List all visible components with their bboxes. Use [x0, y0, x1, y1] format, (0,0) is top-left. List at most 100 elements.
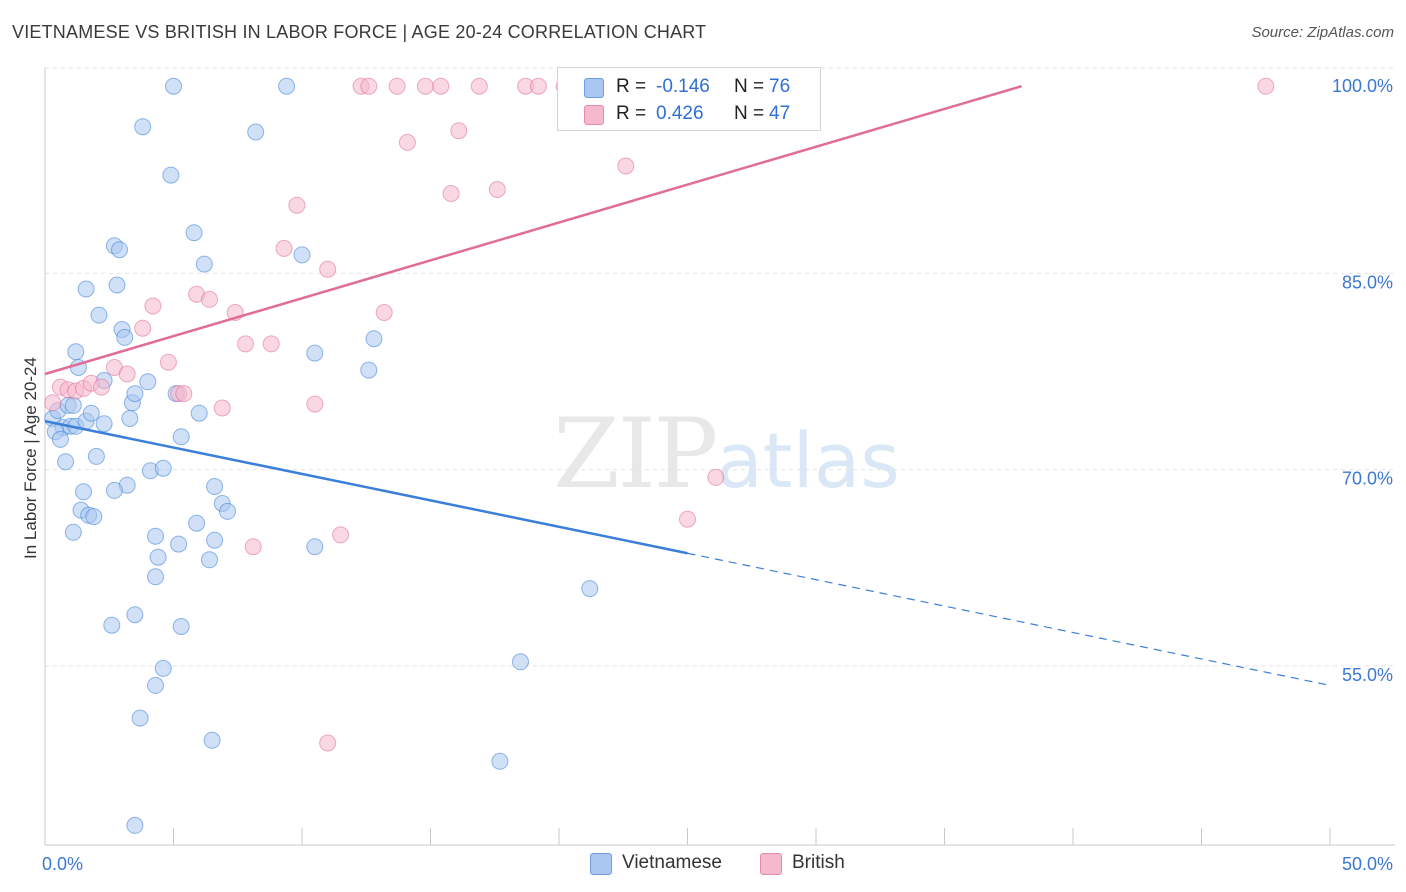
data-point — [93, 378, 110, 396]
y-tick-label: 85.0% — [1342, 272, 1393, 292]
data-point — [213, 399, 231, 417]
legend-n-label: N = — [734, 103, 765, 124]
data-point — [262, 335, 280, 353]
data-point — [206, 478, 224, 495]
data-point — [306, 395, 324, 413]
data-point — [105, 481, 123, 499]
data-point — [244, 538, 262, 556]
legend-n-label: N = — [734, 76, 765, 97]
data-point — [190, 404, 208, 422]
legend-label-british: British — [792, 852, 845, 873]
data-point — [134, 319, 152, 337]
data-point — [360, 77, 378, 95]
data-point — [237, 335, 254, 353]
data-point — [306, 538, 324, 556]
data-point — [165, 77, 182, 95]
data-point — [108, 276, 126, 294]
trend-lines — [44, 84, 1331, 686]
data-point — [375, 304, 393, 321]
data-point — [75, 483, 92, 501]
data-point — [679, 510, 696, 528]
data-point — [149, 548, 167, 566]
data-point — [121, 410, 139, 427]
data-point — [278, 77, 296, 95]
data-point — [188, 514, 206, 532]
data-point — [1257, 77, 1275, 95]
grid-lines — [45, 67, 1395, 667]
data-point — [491, 752, 509, 770]
series-british — [44, 77, 1275, 752]
series-vietnamese — [44, 77, 599, 834]
axes — [44, 68, 1395, 846]
data-point — [147, 568, 164, 586]
data-point — [126, 385, 144, 403]
data-point — [195, 255, 213, 273]
trend-extension-vietnamese — [687, 552, 1331, 686]
data-point — [154, 659, 172, 677]
data-point — [85, 508, 103, 526]
data-point — [126, 816, 144, 834]
data-point — [365, 330, 383, 348]
vietnamese-swatch — [590, 853, 612, 875]
watermark-zip: ZIP — [553, 398, 718, 510]
legend-r-label: R = — [616, 103, 647, 124]
data-point — [172, 428, 190, 446]
data-point — [319, 260, 337, 278]
source-credit: Source: ZipAtlas.com — [1251, 24, 1394, 41]
data-point — [617, 157, 635, 175]
data-point — [319, 734, 337, 752]
watermark-atlas: atlas — [716, 416, 900, 505]
data-point — [147, 527, 164, 545]
legend-n-value: 47 — [769, 103, 791, 124]
data-point — [82, 404, 100, 422]
data-point — [219, 502, 236, 520]
data-point — [360, 361, 378, 379]
data-point — [170, 535, 188, 553]
data-points — [44, 77, 1275, 834]
legend-label-vietnamese: Vietnamese — [622, 852, 722, 873]
data-point — [87, 447, 105, 465]
y-tick-label: 55.0% — [1342, 665, 1393, 685]
data-point — [51, 430, 69, 448]
y-tick-label: 100.0% — [1332, 76, 1393, 96]
chart-title: VIETNAMESE VS BRITISH IN LABOR FORCE | A… — [12, 22, 707, 42]
legend-n-value: 76 — [769, 76, 791, 97]
x-tick-label: 50.0% — [1342, 854, 1393, 874]
data-point — [159, 353, 177, 371]
british-swatch — [760, 853, 782, 875]
y-axis-label: In Labor Force | Age 20-24 — [21, 357, 40, 559]
data-point — [44, 394, 62, 412]
data-point — [126, 606, 144, 624]
data-point — [529, 77, 547, 95]
legend-r-value: 0.426 — [656, 103, 704, 124]
data-point — [118, 365, 136, 383]
data-point — [398, 133, 416, 151]
data-point — [57, 453, 75, 471]
watermark: ZIPatlas — [553, 398, 900, 510]
data-point — [206, 531, 224, 549]
data-point — [175, 385, 193, 403]
data-point — [450, 122, 468, 140]
data-point — [64, 396, 82, 414]
vietnamese-swatch — [584, 78, 604, 98]
trend-line-british — [44, 84, 1022, 376]
data-point — [247, 123, 265, 141]
data-point — [306, 344, 324, 362]
legend-r-label: R = — [616, 76, 647, 97]
data-point — [275, 239, 293, 257]
data-point — [201, 551, 218, 569]
data-point — [201, 290, 218, 308]
legend-r-value: -0.146 — [656, 76, 710, 97]
data-point — [416, 77, 434, 95]
data-point — [288, 196, 306, 214]
trend-line-vietnamese — [44, 419, 688, 555]
data-point — [90, 306, 108, 324]
x-tick-label: 0.0% — [42, 854, 83, 874]
data-point — [116, 328, 134, 346]
data-point — [388, 77, 406, 95]
tick-labels: 100.0% 85.0% 70.0% 55.0% 0.0% 50.0% — [42, 76, 1393, 874]
data-point — [203, 731, 221, 749]
data-point — [147, 676, 164, 694]
data-point — [64, 523, 82, 541]
